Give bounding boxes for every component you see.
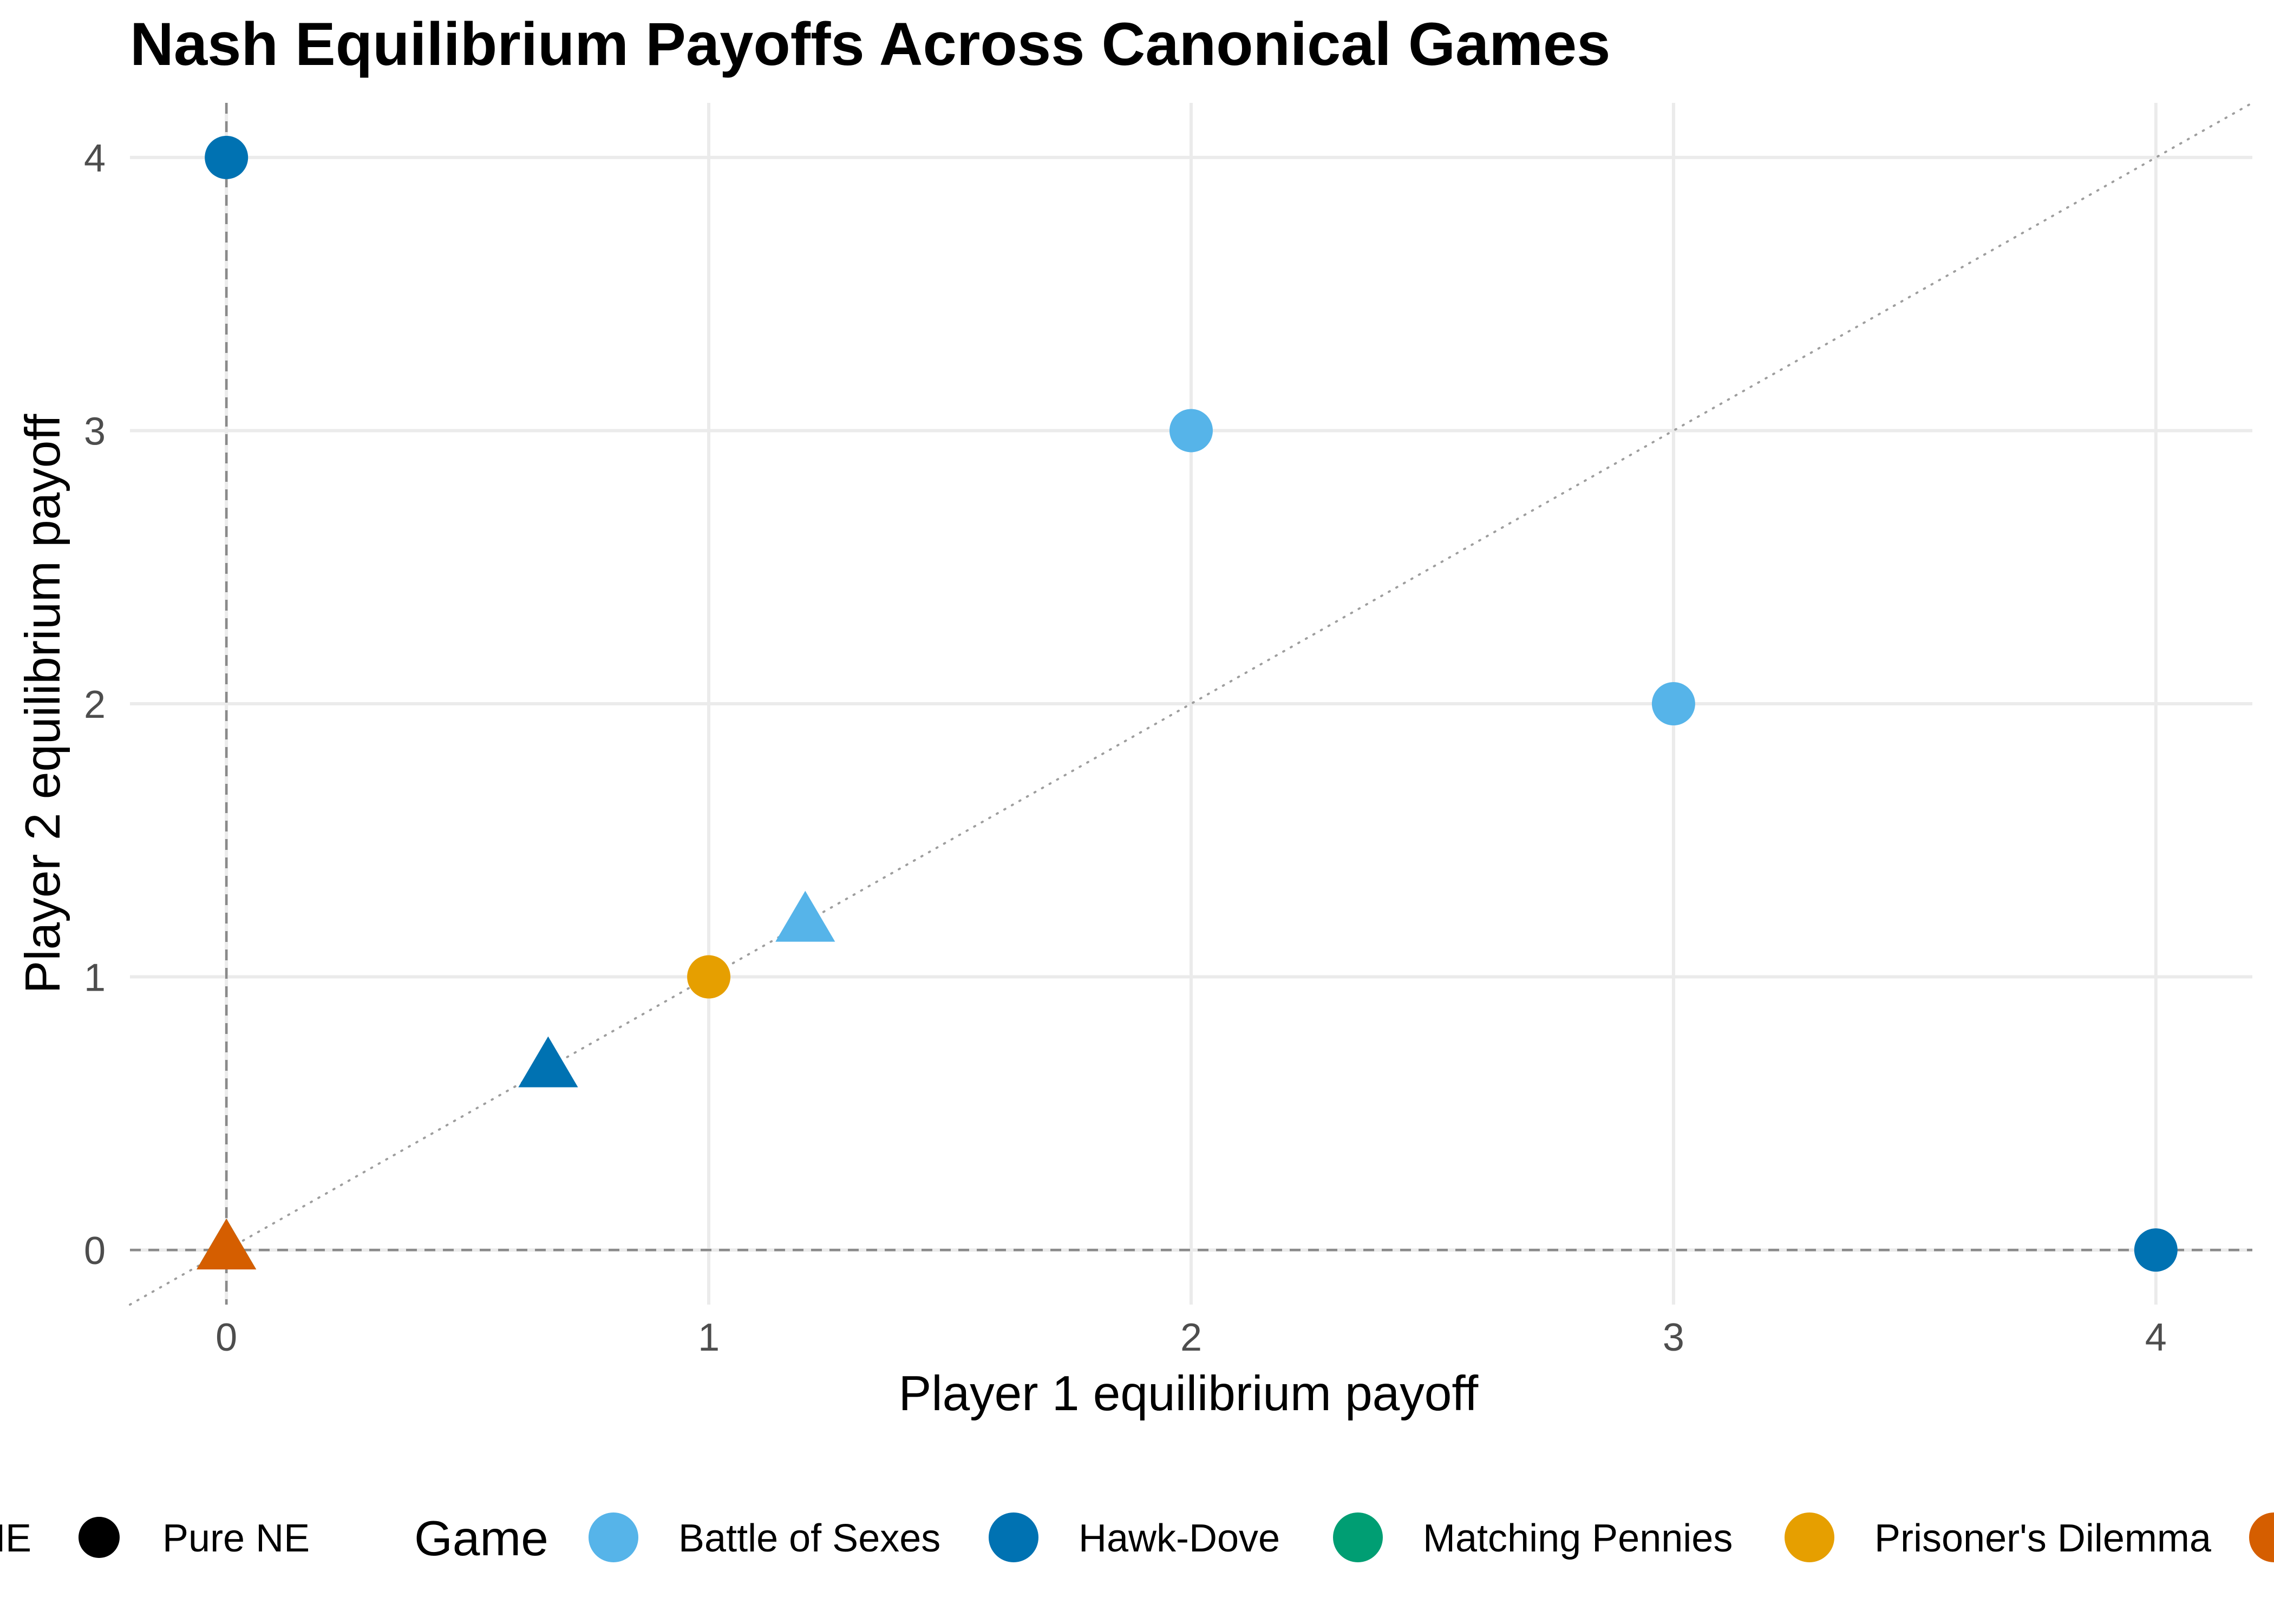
legend-key	[989, 1512, 1038, 1562]
legend-label: Pure NE	[162, 1517, 310, 1560]
data-points	[197, 135, 2178, 1272]
x-tick-label: 4	[2145, 1316, 2167, 1359]
data-point	[687, 955, 731, 999]
legend-key	[2249, 1512, 2274, 1562]
data-point	[518, 1036, 578, 1088]
y-tick-label: 0	[84, 1229, 106, 1273]
data-point	[2134, 1228, 2178, 1272]
legend-key	[1333, 1512, 1383, 1562]
data-point	[197, 1219, 257, 1270]
x-tick-label: 3	[1663, 1316, 1684, 1359]
y-tick-label: 3	[84, 410, 106, 453]
x-tick-label: 0	[215, 1316, 237, 1359]
y-tick-label: 1	[84, 957, 106, 1000]
legend-label: Prisoner's Dilemma	[1874, 1517, 2212, 1560]
legend-label: Matching Pennies	[1423, 1517, 1733, 1560]
diagonal-reference-line	[129, 102, 2253, 1306]
legend-key	[589, 1512, 638, 1562]
legend-label: Hawk-Dove	[1079, 1517, 1280, 1560]
chart-title: Nash Equilibrium Payoffs Across Canonica…	[130, 10, 1610, 78]
y-tick-label: 4	[84, 137, 106, 180]
grid-lines	[130, 103, 2252, 1305]
x-axis-title: Player 1 equilibrium payoff	[899, 1366, 1479, 1421]
data-point	[1651, 682, 1695, 725]
legend-key	[79, 1517, 120, 1558]
data-point	[205, 135, 249, 179]
data-point	[775, 890, 835, 942]
data-point	[1169, 409, 1213, 453]
legend-key	[1785, 1512, 1834, 1562]
reference-lines	[129, 102, 2253, 1306]
legend-label: NE	[0, 1517, 31, 1560]
legend-label: Battle of Sexes	[678, 1517, 940, 1560]
x-tick-label: 1	[698, 1316, 720, 1359]
x-tick-label: 2	[1180, 1316, 1202, 1359]
legend-title: Game	[414, 1511, 548, 1566]
legend: NE Pure NE Game Battle of Sexes Hawk-Dove Mat…	[0, 1511, 2274, 1566]
y-tick-label: 2	[84, 683, 106, 726]
y-axis-title: Player 2 equilibrium payoff	[16, 414, 70, 993]
y-tick-labels: 0 1 2 3 4	[84, 137, 106, 1273]
x-tick-labels: 0 1 2 3 4	[215, 1316, 2167, 1359]
